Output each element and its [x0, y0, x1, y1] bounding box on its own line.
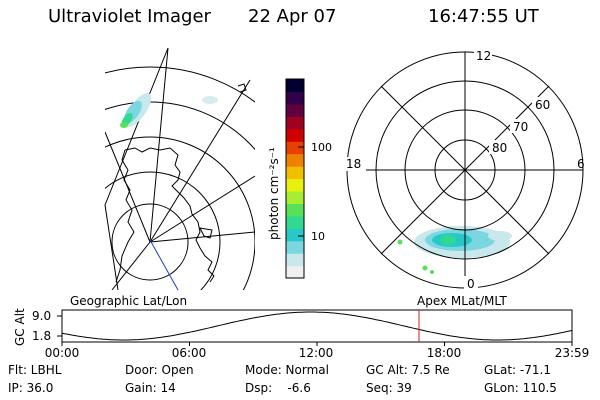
date-label: 22 Apr 07 [248, 6, 337, 27]
lat-circle [105, 66, 255, 290]
time-tick-0000: 00:00 [45, 346, 80, 360]
gain-status: Gain: 14 [125, 381, 176, 395]
mlt-label-6: 6 [577, 157, 585, 171]
colorbar-tick-100: 100 [311, 141, 332, 154]
time-tick-1200: 12:00 [299, 346, 334, 360]
colorbar-segment [286, 141, 304, 155]
dsp-status: Dsp: -6.6 [245, 381, 311, 395]
time-tick-2359: 23:59 [555, 346, 590, 360]
colorbar-segment [286, 128, 304, 142]
lat-circle [111, 203, 189, 281]
altitude-curve [61, 311, 573, 341]
colorbar-segment [286, 166, 304, 180]
altitude-timeline: GC Alt 9.0 1.8 Geographic Lat/Lon Apex M… [13, 294, 589, 360]
timeline-axis-label: GC Alt [13, 308, 27, 346]
meridian [111, 241, 151, 290]
mlt-label-12: 12 [476, 49, 491, 63]
seq-status: Seq: 39 [366, 381, 412, 395]
spacecraft-track [149, 239, 179, 291]
colorbar-tick-10: 10 [311, 230, 325, 243]
auroral-emission-geo [120, 92, 218, 128]
colorbar-segment [286, 215, 304, 229]
time-tick-1800: 18:00 [427, 346, 462, 360]
colorbar-segment [286, 116, 304, 130]
color-bar: 100 10 photon cm⁻²s⁻¹ [267, 78, 332, 279]
colorbar-segment [286, 203, 304, 217]
colorbar-segment [286, 91, 304, 105]
mode-status: Mode: Normal [245, 363, 329, 377]
lat-label-70: 70 [513, 120, 528, 134]
colorbar-frame [285, 78, 305, 279]
time-label: 16:47:55 UT [428, 6, 539, 27]
polar-diagonal [380, 85, 550, 255]
filter-status: Flt: LBHL [8, 363, 62, 377]
timeline-frame [61, 309, 573, 343]
lat-label-80: 80 [492, 141, 507, 155]
colorbar-segment [286, 103, 304, 117]
timeline-ymax: 9.0 [32, 309, 51, 323]
colorbar-segment [286, 240, 304, 254]
gc-alt-status: GC Alt: 7.5 Re [366, 363, 450, 377]
colorbar-segment [286, 178, 304, 192]
time-tick-0600: 06:00 [172, 346, 207, 360]
coastline [124, 147, 215, 283]
lat-circle [105, 171, 221, 290]
mlt-label-18: 18 [346, 157, 361, 171]
meridian [149, 231, 255, 243]
timeline-right-title: Apex MLat/MLT [417, 294, 507, 308]
door-status: Door: Open [125, 363, 194, 377]
map-boundary [104, 47, 169, 291]
auroral-emission-polar [397, 226, 512, 274]
polar-plot: 12 18 6 0 60 70 80 [342, 48, 585, 291]
coastline [115, 149, 135, 283]
colorbar-segment [286, 228, 304, 242]
ip-status: IP: 36.0 [8, 381, 54, 395]
meridian [105, 131, 151, 243]
meridian [149, 79, 251, 243]
instrument-title: Ultraviolet Imager [48, 6, 211, 27]
coastline [199, 227, 213, 239]
timeline-left-title: Geographic Lat/Lon [70, 294, 187, 308]
geographic-map [104, 47, 255, 291]
colorbar-segment [286, 79, 304, 93]
glat-status: GLat: -71.1 [484, 363, 551, 377]
meridian [149, 175, 255, 243]
glon-status: GLon: 110.5 [484, 381, 557, 395]
colorbar-unit-label: photon cm⁻²s⁻¹ [267, 147, 281, 240]
mlt-label-0: 0 [467, 277, 475, 291]
coastline [237, 83, 247, 93]
colorbar-segment [286, 153, 304, 167]
meridian [149, 48, 169, 243]
lat-label-60: 60 [535, 98, 550, 112]
colorbar-segment [286, 190, 304, 204]
colorbar-segment [286, 253, 304, 267]
timeline-ymin: 1.8 [32, 329, 51, 343]
colorbar-segment [286, 265, 304, 279]
lat-circle [105, 136, 255, 290]
